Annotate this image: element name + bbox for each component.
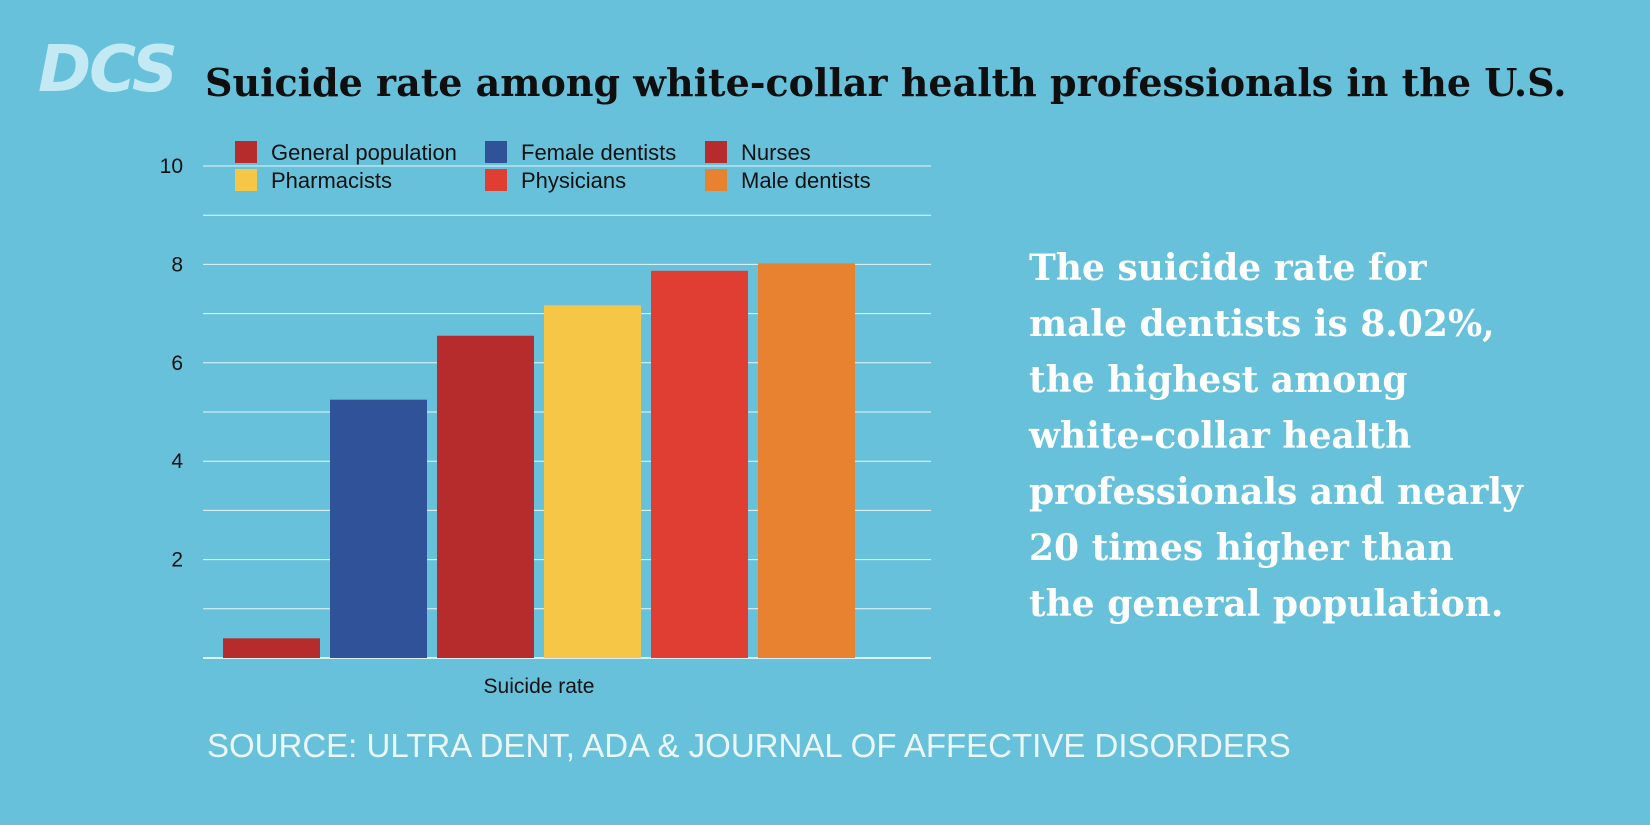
legend-label: Nurses [741, 140, 811, 165]
y-tick-label: 10 [160, 155, 183, 178]
bar [544, 305, 641, 658]
callout-text: The suicide rate for male dentists is 8.… [1029, 247, 1523, 625]
bar [437, 335, 534, 658]
y-tick-label: 8 [171, 253, 183, 276]
dcs-logo: DCS [38, 33, 178, 107]
legend-label: Physicians [521, 168, 626, 193]
legend-label: General population [271, 140, 457, 165]
legend-swatch [235, 169, 257, 191]
legend-swatch [485, 141, 507, 163]
bar [223, 638, 320, 658]
bar [758, 263, 855, 658]
x-category-label: Suicide rate [484, 675, 595, 698]
legend-swatch [235, 141, 257, 163]
chart-title: Suicide rate among white-collar health p… [205, 60, 1567, 105]
bar [651, 270, 748, 658]
y-tick-label: 2 [171, 549, 183, 572]
legend-swatch [705, 141, 727, 163]
legend-swatch [485, 169, 507, 191]
y-tick-label: 6 [171, 352, 183, 375]
bar [330, 399, 427, 658]
legend-swatch [705, 169, 727, 191]
legend-label: Pharmacists [271, 168, 392, 193]
legend-label: Male dentists [741, 168, 871, 193]
legend-label: Female dentists [521, 140, 676, 165]
y-tick-label: 4 [171, 450, 183, 473]
source-note: SOURCE: ULTRA DENT, ADA & JOURNAL OF AFF… [207, 727, 1291, 764]
